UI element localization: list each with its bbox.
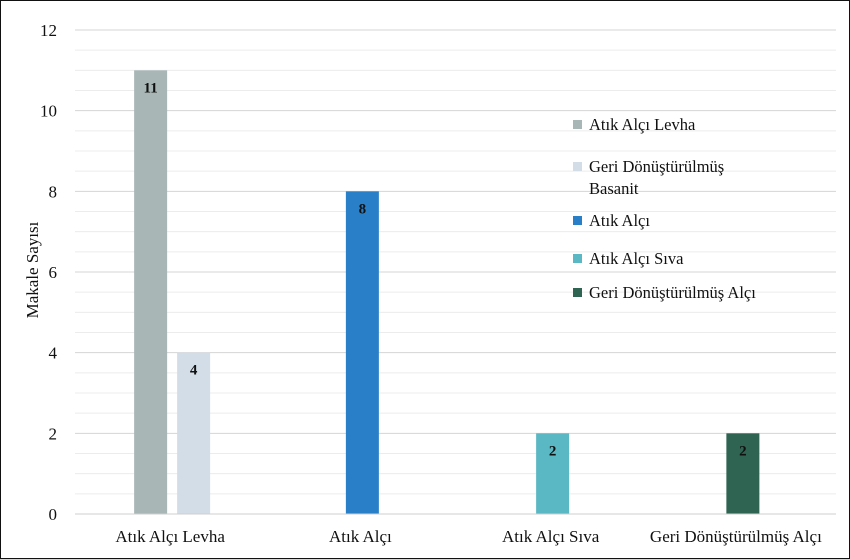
x-tick-label: Atık Alçı Sıva xyxy=(502,527,600,546)
legend-item: Atık Alçı Sıva xyxy=(573,249,684,268)
y-tick-label: 2 xyxy=(49,424,58,443)
bar xyxy=(345,191,379,515)
bar-data-label: 8 xyxy=(359,201,367,217)
legend-swatch xyxy=(573,288,582,297)
bar-data-label: 4 xyxy=(190,363,198,379)
bars: 11 4 8 2 2 xyxy=(134,70,760,515)
legend-label: Basanit xyxy=(589,179,639,198)
bar-data-label: 11 xyxy=(144,80,158,96)
bar xyxy=(177,352,211,514)
legend-swatch xyxy=(573,162,582,171)
bar-data-label: 2 xyxy=(739,443,747,459)
x-tick-label: Atık Alçı xyxy=(329,527,392,546)
legend-item: Geri Dönüştürülmüş Alçı xyxy=(573,283,756,302)
x-tick-label: Atık Alçı Levha xyxy=(115,527,225,546)
x-tick-label: Geri Dönüştürülmüş Alçı xyxy=(650,527,822,546)
bar-data-label: 2 xyxy=(549,443,557,459)
legend-item: Geri Dönüştürülmüş Basanit xyxy=(573,157,724,198)
bar xyxy=(134,70,168,514)
legend-label: Geri Dönüştürülmüş xyxy=(589,157,724,176)
y-axis: 0 2 4 6 8 10 12 xyxy=(40,21,58,524)
legend-item: Atık Alçı Levha xyxy=(573,115,696,134)
legend-swatch xyxy=(573,120,582,129)
legend-label: Geri Dönüştürülmüş Alçı xyxy=(589,283,756,302)
y-tick-label: 12 xyxy=(40,21,57,40)
y-tick-label: 6 xyxy=(49,263,58,282)
y-tick-label: 8 xyxy=(49,182,58,201)
bar xyxy=(536,433,570,514)
legend-label: Atık Alçı Levha xyxy=(589,115,696,134)
legend-label: Atık Alçı Sıva xyxy=(589,249,684,268)
legend: Atık Alçı Levha Geri Dönüştürülmüş Basanit… xyxy=(573,115,756,302)
y-axis-label: Makale Sayısı xyxy=(23,221,42,318)
x-axis: Atık Alçı Levha Atık Alçı Atık Alçı Sıva Ge… xyxy=(75,513,836,546)
y-tick-label: 0 xyxy=(49,505,58,524)
legend-swatch xyxy=(573,254,582,263)
y-tick-label: 4 xyxy=(49,344,58,363)
legend-label: Atık Alçı xyxy=(589,211,650,230)
bar xyxy=(726,433,760,514)
legend-item: Atık Alçı xyxy=(573,211,650,230)
legend-swatch xyxy=(573,216,582,225)
y-tick-label: 10 xyxy=(40,102,57,121)
